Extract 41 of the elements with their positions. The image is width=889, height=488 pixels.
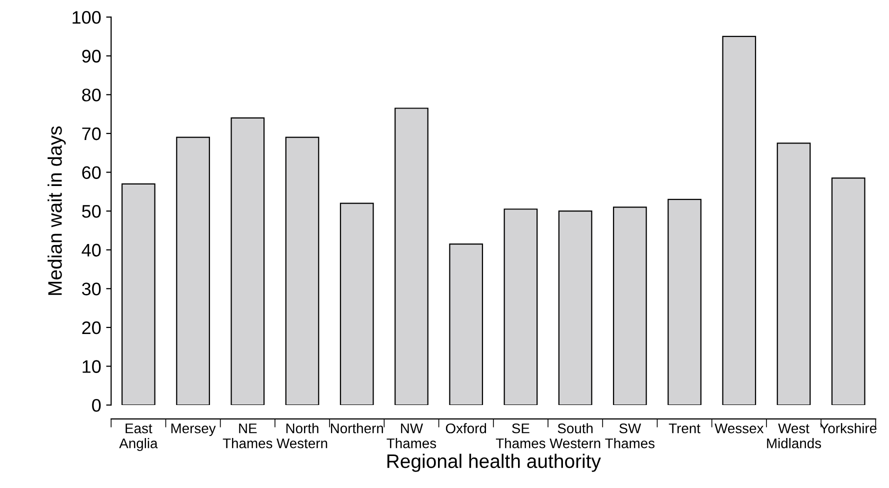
bar — [121, 183, 156, 406]
bar — [230, 117, 265, 406]
x-axis-title: Regional health authority — [387, 454, 601, 472]
x-tick-label: Oxford — [446, 423, 486, 434]
bar — [722, 36, 756, 406]
y-tick-label: 90 — [82, 50, 101, 63]
y-tick-label: 50 — [82, 204, 101, 218]
x-tick-label: North Western — [276, 423, 328, 448]
bar — [449, 243, 484, 406]
y-tick-label: 40 — [82, 244, 101, 257]
bar — [558, 210, 592, 406]
x-tick-label: South Western — [550, 423, 600, 448]
y-axis-title: Median wait in days — [48, 126, 66, 295]
bar — [504, 208, 538, 406]
x-tick-label: West Midlands — [767, 424, 822, 448]
y-tick-label: 30 — [82, 282, 101, 296]
bar — [285, 136, 320, 406]
y-tick-label: 100 — [72, 11, 101, 24]
bar — [612, 206, 647, 406]
y-tick-label: 0 — [92, 398, 101, 412]
x-tick-label: NW Thames — [386, 424, 436, 448]
bar — [831, 178, 866, 406]
x-tick-label: Wessex — [714, 424, 764, 434]
x-tick-label: Mersey — [171, 424, 216, 436]
bar — [394, 108, 428, 406]
y-tick-label: 80 — [82, 88, 101, 102]
y-tick-label: 20 — [82, 321, 101, 334]
bar — [340, 202, 374, 406]
y-tick-label: 10 — [82, 360, 101, 373]
x-tick-label: Northern — [330, 423, 383, 434]
x-tick-label: Yorkshire — [820, 423, 876, 434]
bar — [776, 142, 811, 406]
x-tick-label: SW Thames — [605, 423, 655, 448]
x-tick-label: East Anglia — [119, 424, 158, 452]
bar — [668, 198, 702, 406]
x-tick-label: SE Thames — [496, 423, 546, 448]
y-tick-label: 60 — [82, 166, 101, 179]
bar — [176, 136, 210, 406]
x-tick-label: NE Thames — [222, 424, 272, 448]
y-tick-label: 70 — [82, 127, 101, 140]
x-tick-label: Trent — [668, 424, 700, 434]
